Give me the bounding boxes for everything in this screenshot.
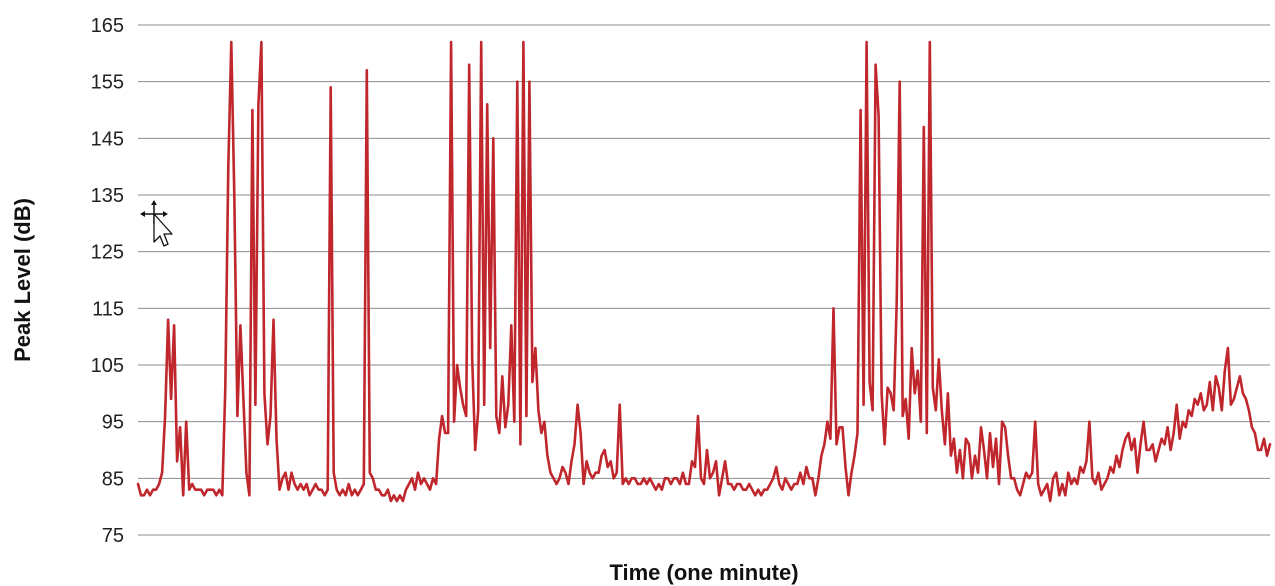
- y-tick-label: 75: [102, 525, 124, 547]
- move-cursor-icon: [140, 200, 173, 247]
- y-tick-label: 165: [91, 15, 124, 37]
- gridlines: [138, 24, 1270, 479]
- y-tick-label: 135: [91, 185, 124, 207]
- y-tick-label: 145: [91, 128, 124, 150]
- series-group: [136, 40, 1272, 503]
- y-tick-label: 105: [91, 355, 124, 377]
- x-axis-title: Time (one minute): [609, 560, 798, 585]
- y-tick-label: 85: [102, 468, 124, 490]
- y-tick-label: 95: [102, 412, 124, 434]
- y-tick-label: 155: [91, 72, 124, 94]
- y-axis-ticks: 75 85 95 105 115 125 135 145 155 165: [91, 15, 124, 547]
- y-tick-label: 125: [91, 242, 124, 264]
- series-line: [136, 40, 1272, 503]
- y-axis-title: Peak Level (dB): [10, 198, 35, 362]
- y-tick-label: 115: [92, 298, 124, 320]
